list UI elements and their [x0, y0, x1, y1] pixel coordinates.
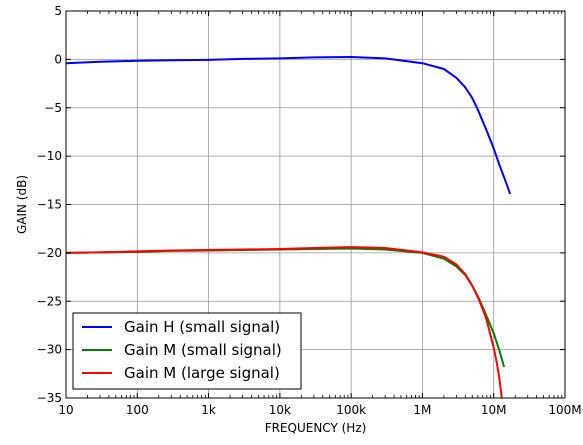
legend-label-1: Gain H (small signal) — [124, 318, 280, 336]
y-tick-label: −15 — [37, 198, 62, 212]
tick-layer: 10 100 1k 10k 100k 1M 10M 100M 5 0 −5 −10 −15 −20 −25 −… — [37, 4, 582, 417]
x-tick-label: 1k — [201, 403, 216, 417]
legend-label-3: Gain M (large signal) — [124, 364, 280, 382]
y-tick-label: −5 — [44, 101, 62, 115]
y-tick-label: −30 — [37, 343, 62, 357]
x-tick-label: 100M — [548, 403, 581, 417]
x-axis-title: FREQUENCY (Hz) — [265, 421, 367, 435]
legend: Gain H (small signal) Gain M (small signa… — [72, 312, 302, 390]
x-tick-label: 10 — [58, 403, 73, 417]
x-tick-label: 100k — [336, 403, 366, 417]
y-tick-label: −35 — [37, 391, 62, 405]
y-tick-label: 0 — [54, 52, 62, 66]
y-tick-label: −10 — [37, 149, 62, 163]
y-tick-label: −25 — [37, 294, 62, 308]
legend-label-2: Gain M (small signal) — [124, 341, 282, 359]
x-tick-label: 10k — [269, 403, 291, 417]
y-axis-title: GAIN (dB) — [15, 175, 29, 234]
x-tick-label: 10M — [481, 403, 507, 417]
series-line-3 — [66, 246, 503, 398]
y-tick-label: −20 — [37, 246, 62, 260]
y-tick-label: 5 — [54, 4, 62, 18]
series-line-1 — [66, 56, 512, 195]
x-tick-label: 100 — [126, 403, 149, 417]
x-tick-label: 1M — [413, 403, 431, 417]
series-layer — [66, 56, 512, 398]
